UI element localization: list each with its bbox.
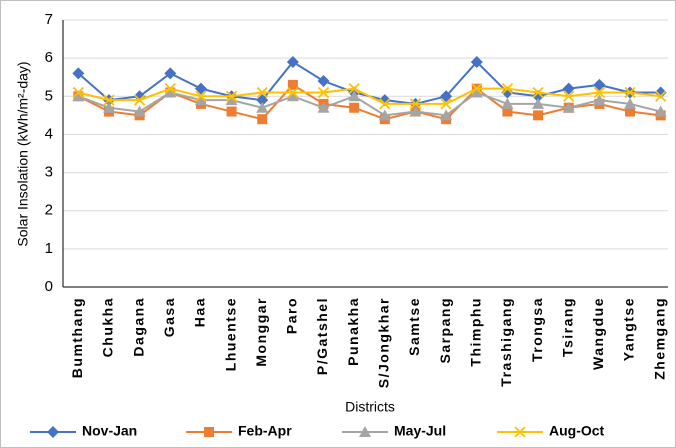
marker bbox=[72, 67, 85, 80]
marker bbox=[164, 67, 177, 80]
marker bbox=[317, 86, 330, 99]
marker bbox=[195, 90, 207, 102]
marker bbox=[533, 110, 544, 121]
y-tick-label: 6 bbox=[45, 49, 53, 66]
marker bbox=[379, 98, 391, 110]
series-line bbox=[77, 91, 661, 117]
marker bbox=[102, 101, 115, 113]
legend-marker bbox=[359, 426, 371, 437]
y-tick-label: 3 bbox=[45, 164, 53, 181]
marker bbox=[348, 83, 360, 95]
marker bbox=[471, 83, 483, 95]
x-tick-label: Dagana bbox=[130, 297, 146, 357]
y-tick-label: 1 bbox=[45, 240, 53, 257]
marker bbox=[164, 86, 177, 98]
marker bbox=[194, 94, 207, 106]
marker bbox=[624, 86, 636, 99]
x-tick-label: Sarpang bbox=[437, 297, 453, 364]
marker bbox=[133, 105, 146, 117]
x-tick-label: Trashigang bbox=[498, 297, 514, 387]
legend-label: Aug-Oct bbox=[549, 423, 605, 439]
marker bbox=[562, 101, 575, 113]
legend-label: Feb-Apr bbox=[238, 423, 292, 439]
marker bbox=[287, 86, 299, 99]
marker bbox=[440, 90, 453, 103]
marker bbox=[501, 97, 514, 109]
y-tick-label: 7 bbox=[45, 11, 53, 28]
series-line bbox=[78, 87, 661, 105]
x-tick-label: Samtse bbox=[406, 297, 422, 356]
x-tick-label: Thimphu bbox=[467, 297, 483, 367]
x-tick-label: P/Gatshel bbox=[314, 297, 330, 375]
x-tick-label: Bumthang bbox=[69, 297, 85, 378]
marker bbox=[349, 102, 360, 113]
marker bbox=[440, 109, 453, 121]
legend-marker bbox=[47, 426, 59, 438]
marker bbox=[501, 83, 514, 95]
x-tick-label: Trongsa bbox=[529, 297, 545, 362]
y-axis-title: Solar Insolation (kWh/m²-day) bbox=[15, 61, 31, 246]
marker bbox=[317, 101, 330, 113]
marker bbox=[532, 86, 544, 99]
marker bbox=[226, 106, 237, 117]
marker bbox=[625, 106, 636, 117]
marker bbox=[593, 86, 606, 99]
marker bbox=[348, 90, 361, 102]
x-tick-label: Haa bbox=[192, 297, 208, 327]
x-axis-title: Districts bbox=[345, 399, 395, 415]
marker bbox=[378, 109, 391, 121]
x-tick-label: S/Jongkhar bbox=[376, 297, 392, 388]
x-tick-label: Paro bbox=[284, 297, 300, 334]
marker bbox=[286, 90, 299, 102]
marker bbox=[624, 97, 637, 109]
legend-label: May-Jul bbox=[394, 423, 446, 439]
marker bbox=[593, 94, 606, 106]
x-tick-label: Gasa bbox=[161, 297, 177, 337]
x-tick-label: Lhuentse bbox=[222, 297, 238, 371]
legend-marker bbox=[204, 427, 214, 437]
marker bbox=[593, 78, 606, 91]
marker bbox=[562, 82, 575, 95]
marker bbox=[317, 75, 330, 88]
marker bbox=[256, 86, 268, 99]
marker bbox=[470, 86, 483, 98]
marker bbox=[194, 82, 207, 95]
marker bbox=[409, 98, 422, 110]
marker bbox=[256, 101, 269, 113]
x-tick-label: Monggar bbox=[253, 297, 269, 367]
marker bbox=[470, 55, 483, 68]
marker bbox=[72, 86, 84, 99]
marker bbox=[532, 97, 545, 109]
marker bbox=[287, 79, 298, 90]
marker bbox=[286, 55, 299, 68]
marker bbox=[655, 90, 667, 102]
marker bbox=[164, 83, 176, 95]
x-tick-label: Chukha bbox=[100, 297, 116, 357]
y-tick-label: 4 bbox=[45, 125, 53, 142]
x-tick-label: Wangdue bbox=[590, 297, 606, 370]
marker bbox=[225, 94, 238, 106]
marker bbox=[257, 114, 268, 125]
marker bbox=[225, 90, 238, 102]
x-tick-label: Yangtse bbox=[621, 297, 637, 361]
x-tick-label: Tsirang bbox=[559, 297, 575, 357]
x-tick-label: Zhemgang bbox=[651, 297, 667, 380]
y-tick-label: 2 bbox=[45, 202, 53, 219]
marker bbox=[440, 98, 452, 110]
marker bbox=[72, 90, 85, 102]
marker bbox=[654, 105, 667, 117]
marker bbox=[256, 94, 269, 107]
y-tick-label: 0 bbox=[45, 278, 53, 295]
marker bbox=[563, 90, 575, 102]
marker bbox=[409, 105, 422, 117]
x-tick-label: Punakha bbox=[345, 297, 361, 366]
y-tick-label: 5 bbox=[45, 87, 53, 104]
marker bbox=[103, 94, 115, 106]
marker bbox=[133, 94, 146, 106]
legend-label: Nov-Jan bbox=[82, 423, 137, 439]
legend-marker bbox=[514, 426, 526, 438]
marker bbox=[502, 106, 513, 117]
